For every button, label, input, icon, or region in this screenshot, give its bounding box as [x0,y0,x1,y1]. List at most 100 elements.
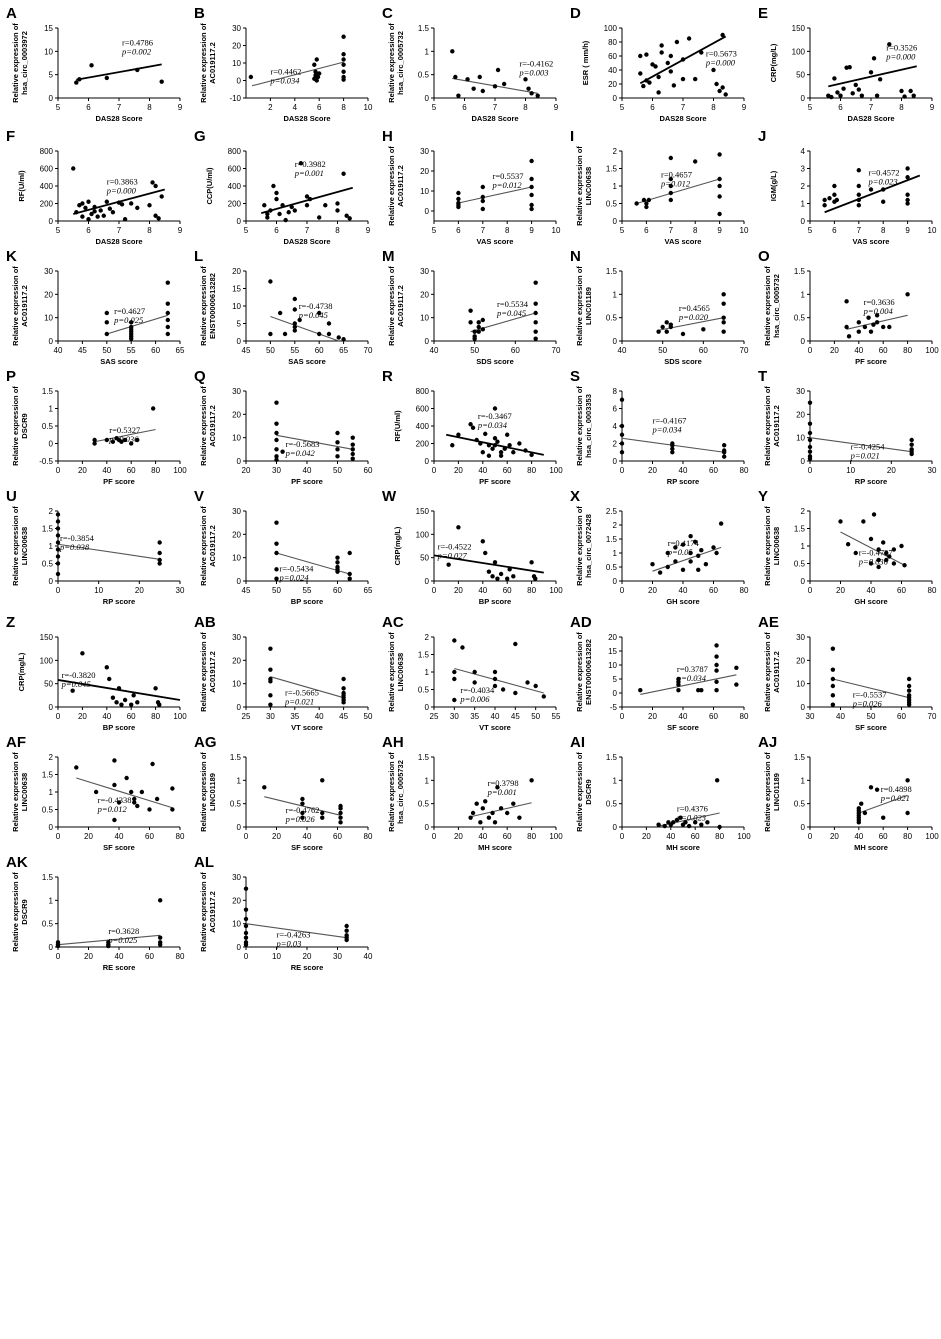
data-point [248,74,254,80]
data-point [688,534,693,539]
x-tick-label: 20 [84,832,93,841]
data-point [456,432,461,437]
x-tick-label: 0 [432,466,437,475]
y-axis-title: LINC01189 [208,773,217,811]
panel-ag: AG 0 20 40 60 80 0 0.5 1 1.5 SF score Relative expr… [188,733,376,855]
scatter-plot: AL 0 10 20 30 40 0 10 20 30 RE score Relative expre… [194,854,373,972]
data-point [159,194,164,199]
data-point [876,547,881,552]
y-tick-label: 0.5 [418,800,430,809]
data-point [868,785,874,790]
data-point [676,688,681,693]
data-point [344,928,349,933]
x-axis-title: SF score [291,843,323,852]
y-tick-label: 1 [237,776,242,785]
scatter-plot: AE 30 40 50 60 70 0 10 20 30 SF score Relative expr… [758,614,937,732]
data-point [338,810,343,816]
data-point [641,83,646,89]
data-point [338,815,343,820]
x-tick-label: 40 [854,346,863,355]
x-tick-label: 5 [56,103,61,112]
data-point [300,810,305,816]
x-axis-title: PF score [103,477,135,486]
y-tick-label: 100 [792,47,806,56]
panel-label: X [570,488,580,505]
y-tick-label: 50 [796,71,805,80]
data-point [844,299,849,304]
p-value: p=0.024 [279,573,310,583]
data-point [533,310,538,316]
data-point [807,400,813,405]
y-tick-label: 20 [232,267,241,276]
y-tick-label: 0 [425,823,430,832]
data-point [157,898,163,903]
data-point [480,194,485,200]
panel-label: R [382,368,393,385]
r-value: r=0.3863 [107,176,138,186]
data-point [347,571,352,577]
data-point [498,806,504,811]
r-value: r=-0.3467 [478,411,512,421]
x-tick-label: 80 [176,832,185,841]
x-tick-label: 40 [430,346,439,355]
scatter-plot: O 0 20 40 60 80 100 0 0.5 1 1.5 PF score Relative ex… [758,248,939,366]
y-tick-label: 0 [613,689,618,698]
data-point [717,176,722,182]
x-tick-label: 0 [808,832,813,841]
x-tick-label: 8 [693,226,698,235]
scatter-plot: Z 0 20 40 60 80 100 0 50 100 150 BP score CRP(mg/L) r… [6,614,187,732]
data-point [101,213,106,218]
scatter-plot: W 0 20 40 60 80 100 0 50 100 150 BP score CRP(mg/L) r… [382,488,563,606]
y-tick-label: 1.5 [794,267,806,276]
data-point [644,204,649,210]
data-point [529,158,534,164]
x-tick-label: 6 [644,226,649,235]
data-point [529,91,534,96]
data-point [170,807,175,812]
x-tick-label: 100 [549,586,563,595]
r-value: r=0.4376 [677,804,708,814]
data-point [714,668,719,673]
data-point [908,88,913,94]
x-tick-label: 80 [740,712,749,721]
r-value: r=-0.5683 [286,439,320,449]
y-tick-label: 20 [232,530,241,539]
data-point [335,440,340,445]
data-point [868,187,874,192]
data-point [877,77,883,82]
panel-a: A 5 6 7 8 9 0 5 10 15 DAS28 Score Relative expressi… [0,4,188,126]
x-tick-label: 45 [242,586,251,595]
data-point [456,525,461,530]
data-point [341,686,346,691]
y-axis-title: ESR ( mm/h) [581,40,590,85]
data-point [830,683,836,689]
data-point [911,93,916,98]
r-value: r=0.4627 [114,306,145,316]
r-value: r=-0.5665 [285,687,319,697]
data-point [660,324,665,330]
x-tick-label: 8 [711,103,716,112]
data-point [265,211,270,217]
x-tick-label: 60 [511,346,520,355]
x-tick-label: 40 [478,586,487,595]
y-axis-title: LINC01189 [584,287,593,325]
data-point [480,539,485,544]
data-point [850,91,855,96]
y-tick-label: 1.5 [794,753,806,762]
y-tick-label: 4 [801,147,806,156]
x-tick-label: 20 [836,586,845,595]
x-tick-label: 20 [272,832,281,841]
y-axis-title: AC019117.2 [772,405,781,447]
data-point [714,662,719,668]
data-point [268,279,273,284]
data-point [465,77,470,82]
y-tick-label: 20 [796,656,805,665]
x-tick-label: 0 [56,712,61,721]
y-tick-label: 0 [613,577,618,586]
data-point [647,80,652,85]
scatter-plot: C 5 6 7 8 9 0 0.5 1 1.5 DAS28 Score Relative expres… [382,5,559,123]
data-point [699,822,704,827]
panel-q: Q 20 30 40 50 60 0 10 20 30 PF score Relative expre… [188,367,376,489]
data-point [638,53,643,59]
scatter-plot: AG 0 20 40 60 80 0 0.5 1 1.5 SF score Relative expr… [194,734,373,852]
